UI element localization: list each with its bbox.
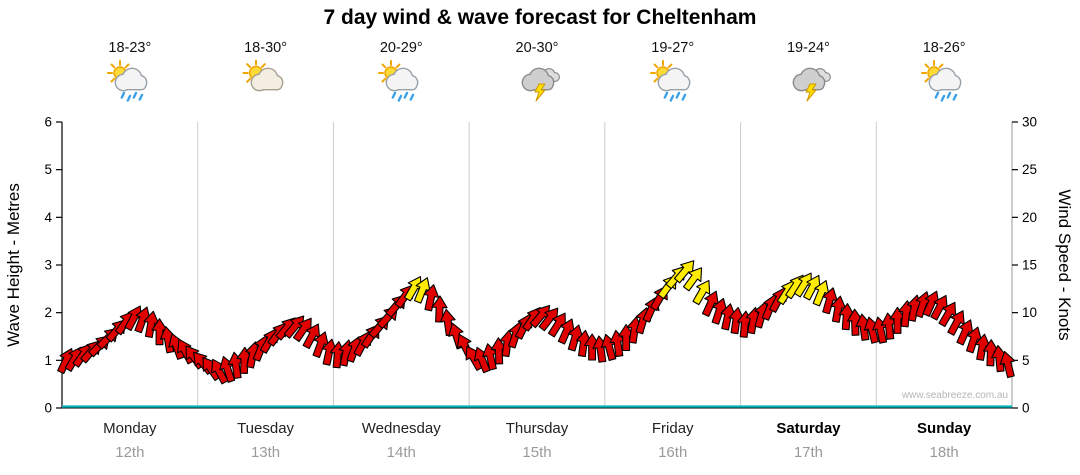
cloud-lightning-icon	[793, 67, 832, 102]
day-date-label: 16th	[658, 444, 688, 461]
weather-icon-cloud-lightning	[782, 60, 834, 104]
temp-range-label: 18-26°	[922, 40, 966, 56]
wind-arrow	[682, 267, 703, 292]
grid-lines	[197, 122, 1013, 408]
tick-label: 4	[44, 210, 52, 225]
day-name-label: Wednesday	[361, 420, 441, 437]
temp-range-label: 19-27°	[651, 40, 695, 56]
day-date-label: 14th	[386, 444, 416, 461]
sun-cloud-rain-icon	[649, 60, 691, 102]
sun-cloud-rain-icon	[378, 60, 419, 102]
tick-label: 15	[1022, 258, 1037, 273]
temp-range-label: 20-29°	[379, 40, 423, 56]
axis-right: 0 5 10 15 20 25 30	[1012, 115, 1037, 416]
wind-arrow	[423, 284, 440, 312]
weather-icon-sun-cloud-rain	[375, 60, 427, 104]
tick-label: 20	[1022, 210, 1037, 225]
wind-arrow	[692, 279, 711, 306]
tick-label: 0	[44, 401, 52, 416]
tick-label: 0	[1022, 401, 1030, 416]
tick-label: 10	[1022, 305, 1037, 320]
temp-range-label: 19-24°	[786, 40, 830, 56]
temp-range-label: 18-23°	[108, 40, 152, 56]
day-date-label: 15th	[522, 444, 552, 461]
tick-label: 2	[44, 305, 52, 320]
tick-label: 6	[44, 115, 52, 130]
day-date-label: 13th	[250, 444, 281, 461]
axis-left: 0 1 2 3 4 5 6	[44, 115, 63, 416]
tick-label: 3	[44, 258, 52, 273]
wind-arrows	[57, 260, 1016, 385]
sun-cloud-rain-icon	[921, 60, 962, 102]
tick-label: 5	[1022, 353, 1030, 368]
temp-range-label: 18-30°	[244, 40, 287, 56]
day-name-label: Saturday	[776, 420, 841, 437]
weather-icon-sun-cloud-rain	[918, 60, 970, 104]
sun-cloud-icon	[242, 59, 283, 92]
watermark: www.seabreeze.com.au	[901, 390, 1008, 401]
day-name-label: Monday	[103, 420, 157, 437]
right-axis-label: Wind Speed - Knots	[1055, 189, 1074, 341]
temp-range-label: 20-30°	[515, 40, 559, 56]
tick-label: 30	[1022, 115, 1037, 130]
weather-icon-sun-cloud-rain	[104, 60, 156, 104]
cloud-lightning-icon	[521, 67, 560, 102]
wind-arrow	[431, 295, 448, 323]
tick-label: 5	[44, 162, 52, 177]
day-date-label: 18th	[929, 444, 959, 461]
tick-label: 25	[1022, 162, 1037, 177]
weather-icon-sun-cloud-rain	[647, 60, 699, 104]
left-axis-label: Wave Height - Metres	[4, 183, 23, 347]
weather-icon-cloud-lightning	[511, 60, 563, 104]
day-date-label: 12th	[115, 444, 145, 461]
wind-arrow	[999, 350, 1016, 379]
day-name-label: Thursday	[505, 420, 569, 437]
tick-label: 1	[44, 353, 52, 368]
weather-icon-sun-cloud	[240, 59, 292, 104]
day-name-label: Tuesday	[237, 420, 295, 437]
sun-cloud-rain-icon	[106, 60, 148, 102]
day-name-label: Sunday	[917, 420, 972, 437]
chart-title: 7 day wind & wave forecast for Cheltenha…	[323, 6, 757, 29]
day-name-label: Friday	[651, 420, 694, 437]
day-date-label: 17th	[793, 444, 824, 461]
